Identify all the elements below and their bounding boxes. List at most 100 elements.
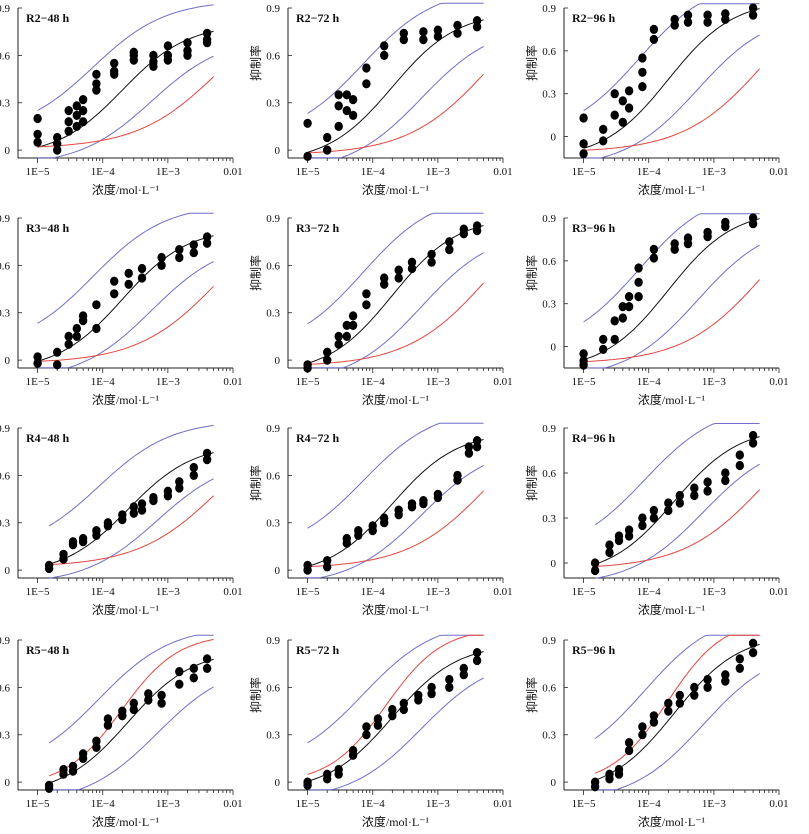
lower-ci-curve xyxy=(595,673,760,791)
x-tick-label: 1E−4 xyxy=(637,798,661,810)
data-point xyxy=(72,110,82,120)
data-point xyxy=(675,698,684,708)
data-point xyxy=(92,530,101,541)
data-point xyxy=(92,323,101,334)
reference-curve xyxy=(307,490,484,568)
data-point xyxy=(664,698,673,708)
data-point xyxy=(175,477,184,487)
data-point xyxy=(618,302,627,312)
data-point xyxy=(721,475,730,486)
data-point xyxy=(144,695,153,705)
x-tick-label: 1E−5 xyxy=(572,376,596,388)
x-tick-label: 1E−3 xyxy=(426,798,450,810)
data-point xyxy=(202,28,212,38)
data-point xyxy=(605,774,614,784)
upper-ci-curve xyxy=(307,422,484,529)
x-tick-label: 1E−4 xyxy=(637,586,661,598)
data-point xyxy=(323,556,332,566)
y-axis-label: 抑制率 xyxy=(524,45,539,81)
y-tick-label: 0.9 xyxy=(542,3,556,15)
x-tick-label: 0.01 xyxy=(769,166,788,178)
lower-ci-curve xyxy=(37,261,214,369)
y-axis-label: 抑制率 xyxy=(248,465,263,501)
panel-title: R3−72 h xyxy=(296,221,340,235)
lower-ci-curve xyxy=(37,55,214,159)
data-point xyxy=(334,331,343,341)
x-tick-label: 1E−5 xyxy=(26,798,50,810)
chart-panel-8: 0 0.3 0.6 0.9 1E−5 1E−4 1E−3 0.01 浓度/mol·L⁻¹ 抑制率 R… xyxy=(248,422,513,617)
data-point xyxy=(735,450,744,460)
data-point xyxy=(735,663,744,674)
data-point xyxy=(110,69,119,79)
data-point xyxy=(453,475,462,485)
panel-title: R4−72 h xyxy=(296,431,340,445)
data-point xyxy=(129,55,138,65)
data-point xyxy=(103,521,113,531)
data-point xyxy=(599,136,608,146)
data-point xyxy=(103,714,113,724)
data-point xyxy=(189,240,198,250)
data-point xyxy=(445,245,454,255)
data-point xyxy=(129,698,138,708)
reference-curve xyxy=(307,73,484,154)
reference-curve xyxy=(49,495,214,566)
data-point xyxy=(472,442,482,452)
data-point xyxy=(124,268,133,278)
x-axis-label: 浓度/mol·L⁻¹ xyxy=(92,182,160,197)
data-point xyxy=(394,265,403,275)
data-point xyxy=(407,502,417,512)
y-tick-label: 0.9 xyxy=(266,3,280,15)
data-point xyxy=(149,50,158,61)
data-point xyxy=(354,530,363,541)
x-axis-label: 浓度/mol·L⁻¹ xyxy=(638,392,706,407)
data-point xyxy=(610,334,619,344)
fit-curve xyxy=(583,8,760,149)
y-tick-label: 0.3 xyxy=(542,513,556,525)
data-point xyxy=(323,132,332,143)
data-point xyxy=(664,706,673,716)
x-axis-label: 浓度/mol·L⁻¹ xyxy=(638,814,706,829)
data-point xyxy=(703,682,712,693)
panel-title: R2−48 h xyxy=(26,11,70,25)
data-point xyxy=(388,711,397,721)
data-point xyxy=(303,118,312,128)
x-axis-label: 浓度/mol·L⁻¹ xyxy=(638,602,706,617)
x-tick-label: 1E−4 xyxy=(361,586,385,598)
data-point xyxy=(362,730,371,740)
data-point xyxy=(414,695,423,705)
data-point xyxy=(624,745,634,756)
y-tick-label: 0.9 xyxy=(0,635,11,647)
y-tick-label: 0 xyxy=(5,145,11,157)
data-point xyxy=(149,496,158,506)
data-point xyxy=(33,129,42,139)
data-point xyxy=(638,82,647,92)
data-point xyxy=(303,151,312,161)
x-axis-label: 浓度/mol·L⁻¹ xyxy=(362,814,430,829)
y-tick-label: 0.3 xyxy=(542,730,556,742)
x-tick-label: 1E−4 xyxy=(637,166,661,178)
y-tick-label: 0 xyxy=(551,342,557,354)
data-point xyxy=(464,448,474,458)
panel-title: R5−96 h xyxy=(572,643,616,657)
data-point xyxy=(92,85,101,95)
y-tick-label: 0 xyxy=(275,777,281,789)
data-point xyxy=(175,483,184,493)
data-point xyxy=(721,222,730,232)
data-point xyxy=(64,331,73,341)
x-tick-label: 1E−5 xyxy=(296,166,320,178)
lower-ci-curve xyxy=(583,244,760,369)
data-point xyxy=(649,253,659,263)
chart-panel-1: 0 0.3 0.6 0.9 1E−5 1E−4 1E−3 0.01 浓度/mol·L⁻¹ R2−4… xyxy=(0,3,243,197)
data-point xyxy=(348,110,358,120)
data-point xyxy=(110,58,119,68)
data-point xyxy=(634,277,643,287)
data-point xyxy=(599,344,608,354)
y-tick-label: 0.6 xyxy=(0,50,11,62)
y-tick-label: 0.6 xyxy=(266,682,280,694)
data-point xyxy=(78,537,88,547)
data-point xyxy=(202,238,212,248)
data-point xyxy=(445,237,454,247)
data-point xyxy=(92,736,101,746)
x-tick-label: 1E−3 xyxy=(426,376,450,388)
data-point xyxy=(703,477,712,487)
